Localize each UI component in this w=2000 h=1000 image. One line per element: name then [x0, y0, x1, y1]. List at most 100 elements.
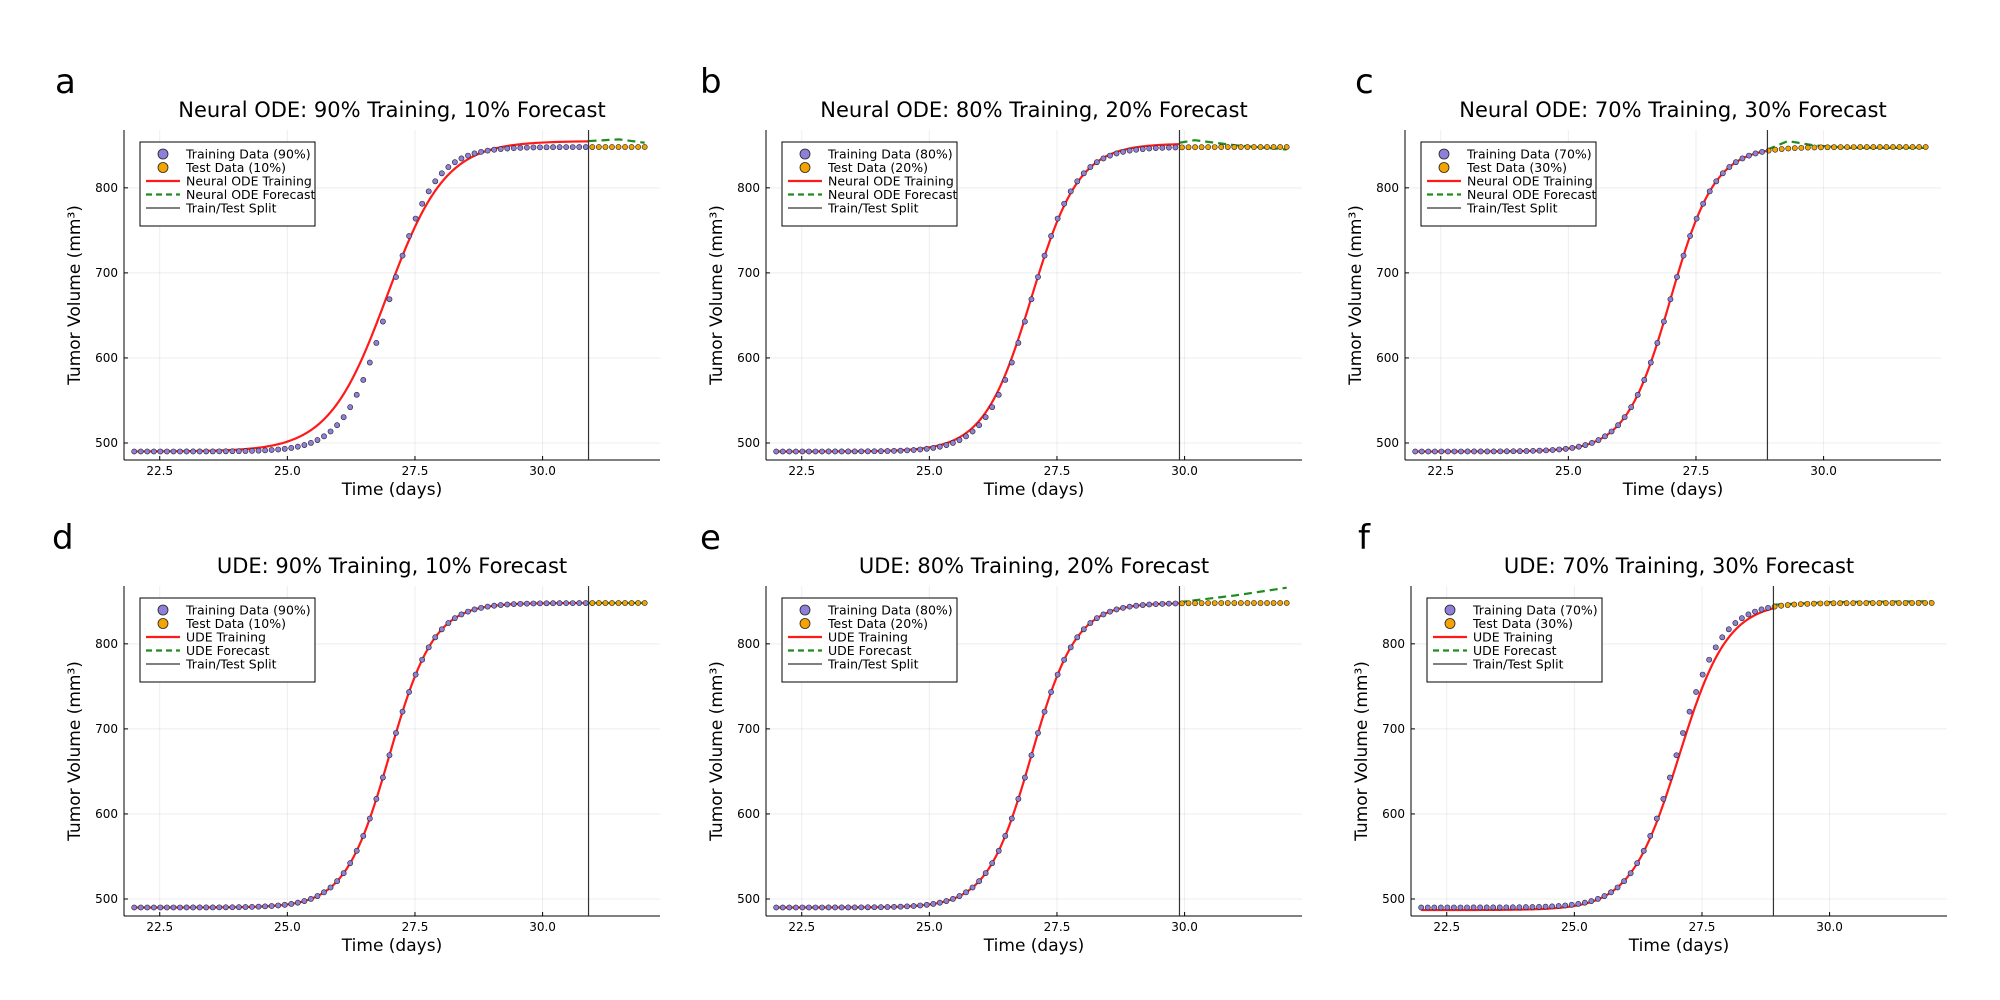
test-data-point: [1837, 600, 1843, 607]
training-data-point: [183, 448, 190, 455]
training-data-point: [190, 904, 197, 911]
training-data-point: [1451, 448, 1458, 455]
test-data-point: [595, 600, 602, 606]
training-data-point: [131, 448, 138, 455]
training-data-point: [1536, 447, 1543, 454]
training-data-point: [1061, 656, 1068, 663]
y-tick-label: 700: [737, 266, 760, 280]
training-data-point: [1061, 200, 1068, 207]
test-data-point: [1257, 600, 1264, 606]
training-data-point: [1464, 904, 1470, 911]
x-tick-label: 27.5: [1044, 920, 1071, 934]
training-data-point: [556, 144, 563, 151]
training-data-point: [982, 870, 989, 877]
training-data-point: [1165, 144, 1172, 151]
legend-box: [1426, 597, 1603, 683]
legend: Training Data (80%)Test Data (20%)Neural…: [781, 141, 958, 227]
training-data-point: [878, 448, 884, 455]
x-tick-label: 30.0: [1171, 920, 1198, 934]
training-data-point: [1726, 164, 1733, 170]
chart-panel-f: f UDE: 70% Training, 30% Forecast 22.5 25.0…: [1352, 518, 1947, 956]
training-data-point: [445, 164, 452, 170]
training-data-point: [327, 428, 334, 435]
test-data-point: [1896, 600, 1902, 606]
training-data-point: [1035, 274, 1041, 280]
training-data-point: [451, 615, 458, 622]
test-data-point: [1784, 602, 1791, 608]
panel-letter: b: [700, 62, 722, 102]
training-data-point: [288, 444, 295, 451]
training-data-point: [1693, 215, 1700, 222]
test-data-point: [1251, 600, 1257, 606]
training-data-point: [806, 904, 812, 911]
training-data-point: [1133, 146, 1140, 153]
training-data-point: [838, 448, 845, 455]
training-data-point: [950, 896, 956, 902]
training-data-point: [976, 878, 982, 885]
training-data-point: [1431, 448, 1438, 455]
y-tick-label: 800: [737, 181, 760, 195]
training-data-point: [1601, 893, 1608, 899]
y-tick-label: 800: [95, 637, 118, 651]
y-axis-label: Tumor Volume (mm³): [707, 661, 727, 842]
training-data-point: [1549, 447, 1556, 453]
training-data-point: [1509, 904, 1516, 911]
training-data-point: [216, 448, 223, 455]
training-data-point: [137, 448, 144, 455]
training-data-point: [308, 896, 314, 902]
training-data-point: [1028, 752, 1035, 759]
x-axis-label: Time (days): [983, 936, 1084, 956]
test-data-point: [1804, 144, 1811, 151]
training-data-point: [1022, 318, 1028, 325]
training-data-point: [910, 447, 917, 453]
training-data-point: [1503, 448, 1510, 455]
x-tick-label: 27.5: [1683, 464, 1710, 478]
legend: Training Data (70%)Test Data (30%)UDE Tr…: [1426, 597, 1603, 683]
test-data-point: [1785, 145, 1792, 152]
legend-swatch-test-data: [799, 162, 811, 173]
training-data-point: [425, 188, 432, 195]
training-data-point: [1100, 611, 1107, 618]
training-data-point: [432, 178, 439, 185]
test-data-point: [1257, 144, 1264, 150]
x-tick-label: 22.5: [1433, 920, 1460, 934]
x-tick-label: 30.0: [1810, 464, 1837, 478]
panel-letter: a: [55, 62, 76, 102]
training-data-point: [150, 904, 157, 911]
training-data-point: [157, 904, 164, 911]
training-data-point: [1713, 178, 1720, 185]
training-data-point: [1562, 902, 1569, 909]
legend-label: Neural ODE Forecast: [828, 187, 958, 202]
training-data-point: [1002, 376, 1009, 383]
training-data-point: [1113, 150, 1120, 157]
training-data-point: [236, 448, 242, 455]
test-data-point: [1863, 144, 1870, 150]
test-data-point: [1179, 600, 1185, 607]
training-data-point: [144, 904, 151, 911]
test-data-point: [1824, 600, 1830, 607]
x-tick-label: 25.0: [916, 464, 943, 478]
training-data-point: [229, 904, 236, 911]
test-data-point: [1824, 144, 1831, 151]
training-data-point: [1608, 428, 1615, 435]
training-data-point: [543, 144, 550, 151]
training-data-point: [353, 391, 360, 398]
training-data-point: [1738, 615, 1745, 622]
test-data-point: [1870, 144, 1877, 150]
test-data-point: [1916, 144, 1923, 150]
training-data-point: [1680, 252, 1687, 259]
training-data-point: [864, 904, 871, 911]
panel-letter: d: [52, 518, 74, 558]
training-data-point: [1152, 145, 1159, 152]
training-data-point: [1041, 708, 1048, 715]
training-data-point: [1100, 155, 1107, 162]
panel-title: UDE: 90% Training, 10% Forecast: [217, 554, 567, 578]
training-data-point: [1418, 448, 1425, 455]
training-data-point: [1595, 896, 1601, 902]
training-data-point: [582, 600, 589, 606]
training-data-point: [438, 170, 445, 177]
training-data-point: [471, 606, 478, 613]
training-data-point: [819, 904, 825, 911]
training-data-point: [832, 904, 839, 911]
training-data-point: [956, 437, 963, 443]
